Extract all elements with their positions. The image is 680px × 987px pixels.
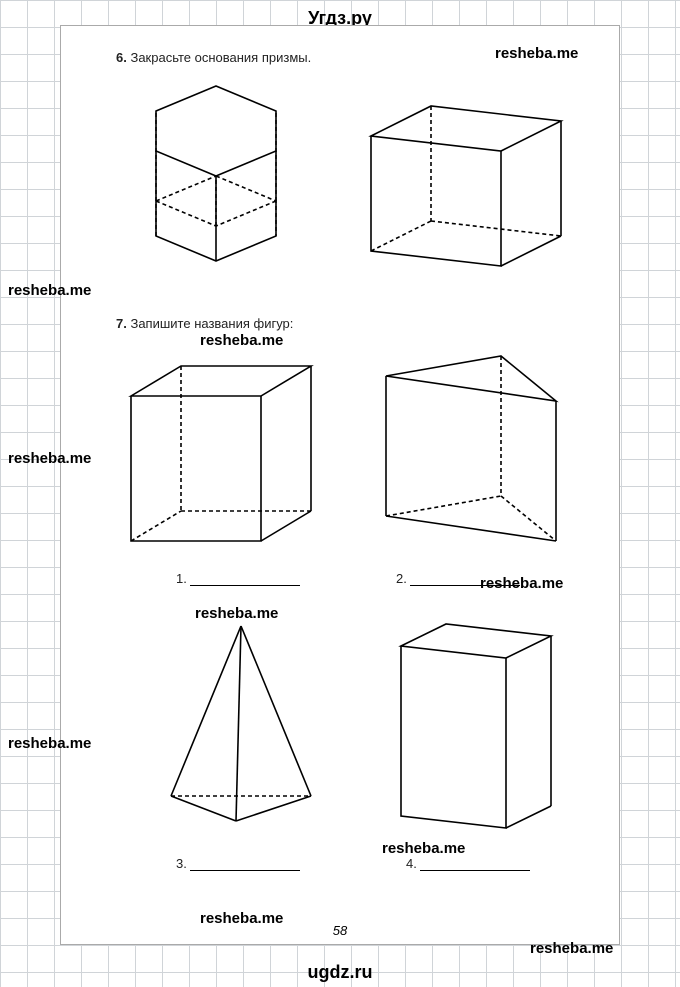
watermark: resheba.me — [8, 450, 91, 467]
task-7-text: 7. Запишите названия фигур: — [116, 316, 293, 331]
cube-shape-1 — [361, 96, 571, 271]
site-footer: ugdz.ru — [0, 962, 680, 983]
answer-1-line[interactable]: 1. — [176, 571, 300, 586]
watermark: resheba.me — [530, 940, 613, 957]
hexagonal-prism-shape — [121, 76, 311, 276]
watermark: resheba.me — [195, 605, 278, 622]
page-number: 58 — [61, 923, 619, 938]
watermark: resheba.me — [495, 45, 578, 62]
watermark: resheba.me — [8, 282, 91, 299]
watermark: resheba.me — [8, 735, 91, 752]
pyramid-shape — [161, 621, 321, 831]
answer-4-line[interactable]: 4. — [406, 856, 530, 871]
workbook-page: 6. Закрасьте основания призмы. — [60, 25, 620, 945]
watermark: resheba.me — [480, 575, 563, 592]
task-6-text: 6. Закрасьте основания призмы. — [116, 50, 311, 65]
cube-shape-2 — [121, 356, 321, 551]
triangular-prism-shape — [371, 346, 571, 546]
watermark: resheba.me — [200, 332, 283, 349]
watermark: resheba.me — [200, 910, 283, 927]
rectangular-prism-shape — [391, 616, 561, 836]
answer-3-line[interactable]: 3. — [176, 856, 300, 871]
watermark: resheba.me — [382, 840, 465, 857]
